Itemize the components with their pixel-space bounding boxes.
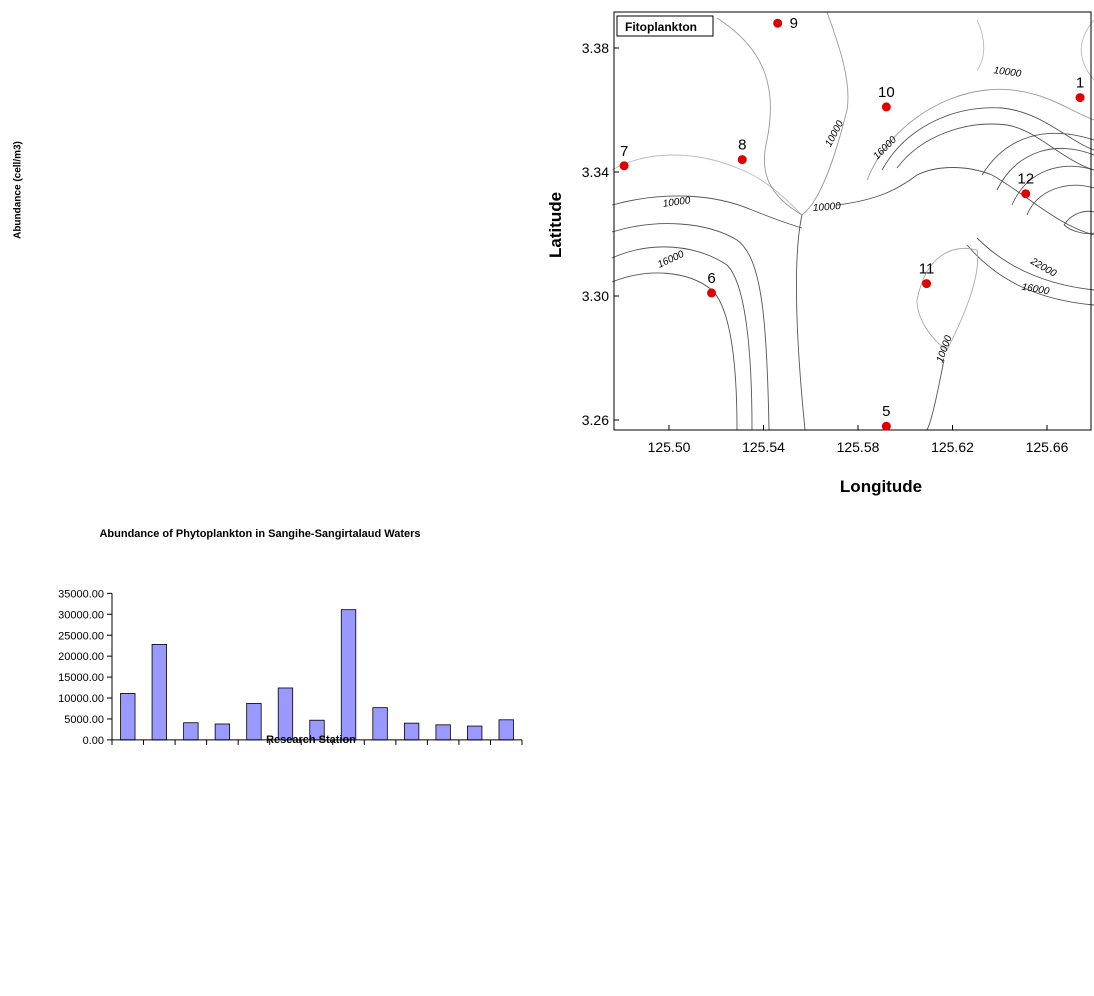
contour-lines [611, 11, 1094, 431]
bar-station-6 [151, 644, 167, 741]
y-axis-title-region: Abundance (cell/m3) [6, 0, 30, 500]
station-label: 1 [1076, 75, 1084, 92]
station-label: 6 [707, 270, 715, 287]
bar-station-5 [120, 693, 136, 741]
contour-label: 10000 [823, 119, 846, 149]
map-x-tick-label: 125.62 [931, 439, 974, 455]
bar-y-tick-label: 35000.00 [58, 588, 104, 600]
map-x-ticks: 125.50 125.54 125.58 125.62 125.66 [648, 425, 1069, 455]
bar-y-tick-label: 10000.00 [58, 693, 104, 705]
station-marker [922, 279, 932, 289]
station-marker [737, 155, 747, 165]
bar-y-tick-label: 15000.00 [58, 672, 104, 684]
bar-station-13 [372, 707, 388, 741]
y-axis-title: Abundance (cell/m3) [12, 141, 24, 239]
contour-label-group: 10000 10000 16000 10000 10000 16000 10000 22000… [656, 65, 1058, 364]
map-legend-box: Fitoplankton [616, 15, 714, 37]
map-x-tick-label: 125.58 [837, 439, 880, 455]
contour-map-svg: 10000 10000 16000 10000 10000 16000 10000 22000… [546, 11, 1094, 496]
map-x-tick-label: 125.50 [648, 439, 691, 455]
map-x-tick-label: 125.66 [1026, 439, 1069, 455]
bar-y-tick-label: 25000.00 [58, 630, 104, 642]
contour-label: 16000 [1021, 282, 1051, 298]
station-marker [881, 421, 891, 431]
bar-y-tick-label: 0.00 [83, 735, 104, 747]
bar-station-10 [277, 687, 294, 741]
map-frame [613, 11, 1092, 431]
station-marker [707, 288, 717, 298]
contour-label: 10000 [813, 201, 842, 214]
station-label: 10 [878, 84, 895, 101]
station-markers: 5 6 7 8 9 10 11 12 1 [619, 15, 1085, 431]
contour-label: 10000 [993, 65, 1023, 80]
bar-x-axis-title: Research Station [266, 734, 356, 746]
station-label: 9 [790, 15, 798, 32]
bar-y-axis: 0.00 5000.00 10000.00 15000.00 20000.00 25000… [58, 588, 113, 747]
station-label: 7 [620, 143, 628, 160]
map-y-tick-label: 3.38 [582, 40, 609, 56]
station-label: 12 [1017, 171, 1034, 188]
map-y-tick-label: 3.34 [582, 164, 609, 180]
contour-label: 10000 [662, 195, 692, 210]
bar-station-15 [435, 724, 451, 741]
bar-y-tick-label: 20000.00 [58, 651, 104, 663]
bar-station-8 [214, 723, 231, 741]
bar-station-16 [467, 725, 483, 741]
station-label: 5 [882, 403, 890, 420]
station-marker [1075, 93, 1085, 103]
contour-label: 16000 [656, 249, 686, 271]
bar-station-14 [403, 722, 420, 741]
station-marker [619, 161, 629, 171]
station-label: 11 [919, 261, 935, 278]
station-marker [773, 18, 783, 28]
contour-label: 10000 [935, 334, 955, 364]
map-x-axis-title: Longitude [840, 477, 922, 496]
bar-station-9 [246, 703, 262, 741]
map-y-tick-label: 3.26 [582, 412, 609, 428]
contour-map: 10000 10000 16000 10000 10000 16000 10000 22000… [537, 0, 1094, 505]
bar-chart: 0.00 5000.00 10000.00 15000.00 20000.00 25000… [0, 560, 560, 996]
bar-y-tick-label: 5000.00 [64, 714, 104, 726]
bar-series [120, 609, 514, 741]
station-label: 8 [738, 137, 746, 154]
bar-station-7 [183, 722, 199, 741]
contour-label: 22000 [1028, 256, 1059, 280]
station-marker [881, 102, 891, 112]
map-y-ticks: 3.38 3.34 3.30 3.26 [582, 40, 619, 428]
bar-station-17 [498, 719, 514, 741]
bar-chart-svg: 0.00 5000.00 10000.00 15000.00 20000.00 25000… [58, 588, 523, 762]
bar-y-tick-label: 30000.00 [58, 609, 104, 621]
map-x-tick-label: 125.54 [742, 439, 785, 455]
map-y-axis-title: Latitude [546, 192, 565, 258]
bar-chart-title: Abundance of Phytoplankton in Sangihe-Sa… [99, 528, 421, 540]
station-marker [1021, 189, 1031, 199]
map-legend-label: Fitoplankton [625, 20, 697, 34]
bar-station-12 [340, 609, 357, 741]
contour-label: 16000 [872, 134, 900, 162]
map-y-tick-label: 3.30 [582, 288, 609, 304]
